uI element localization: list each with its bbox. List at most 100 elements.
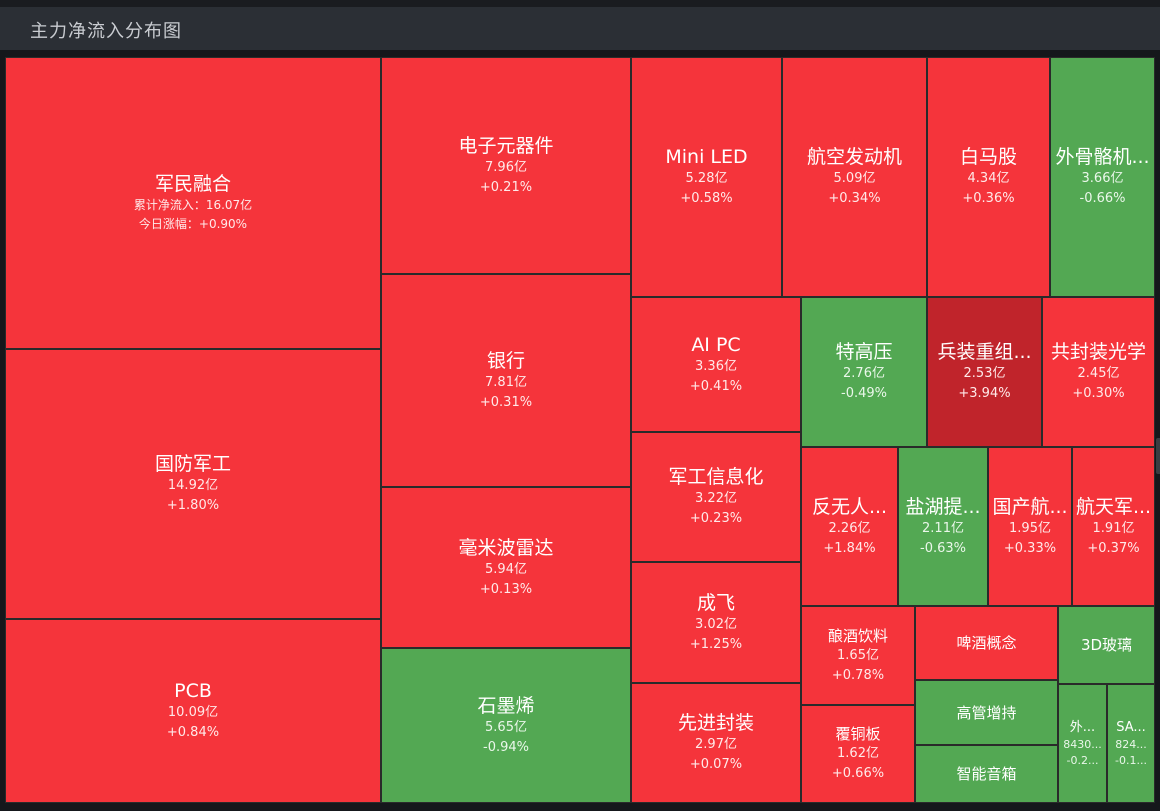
net-inflow-value: 14.92亿 — [167, 478, 219, 493]
treemap-tile[interactable]: 电子元器件 7.96亿 +0.21% — [381, 57, 631, 274]
treemap-tile[interactable]: 兵装重组... 2.53亿 +3.94% — [927, 297, 1042, 447]
treemap-tile[interactable]: 军工信息化 3.22亿 +0.23% — [631, 432, 801, 562]
sector-name: 智能音箱 — [956, 765, 1017, 783]
change-percent: +1.80% — [166, 498, 220, 513]
change-percent: +0.23% — [689, 511, 743, 526]
treemap-tile[interactable]: 军民融合 累计净流入：16.07亿 今日涨幅：+0.90% — [5, 57, 381, 349]
sector-name: 航天军... — [1075, 495, 1152, 518]
change-percent: -0.49% — [841, 386, 887, 401]
change-percent: +0.36% — [962, 191, 1015, 206]
sector-name: AI PC — [691, 333, 741, 356]
net-inflow-value: 2.11亿 — [922, 520, 964, 536]
sector-name: PCB — [174, 680, 212, 702]
sector-name: 盐湖提... — [905, 495, 981, 518]
change-percent: +0.37% — [1087, 540, 1140, 556]
change-percent: -0.1... — [1115, 753, 1147, 767]
change-percent: -0.94% — [483, 739, 529, 755]
treemap-tile[interactable]: 石墨烯 5.65亿 -0.94% — [381, 648, 631, 803]
sector-name: 外... — [1069, 719, 1096, 735]
sector-name: 覆铜板 — [835, 725, 881, 743]
panel-header: 主力净流入分布图 — [0, 0, 1160, 50]
net-inflow-value: 2.97亿 — [695, 737, 737, 752]
net-inflow-value: 1.62亿 — [837, 746, 879, 761]
treemap-tile[interactable]: 白马股 4.34亿 +0.36% — [927, 57, 1050, 297]
net-inflow-value: 5.94亿 — [485, 561, 527, 577]
sector-name: 先进封装 — [677, 712, 754, 734]
change-percent: +1.25% — [689, 636, 743, 652]
net-inflow-value: 1.65亿 — [837, 647, 879, 663]
sector-name: 毫米波雷达 — [458, 536, 554, 559]
treemap-tile[interactable]: 先进封装 2.97亿 +0.07% — [631, 683, 801, 803]
panel-title: 主力净流入分布图 — [30, 21, 182, 42]
change-percent: +0.07% — [689, 757, 743, 772]
sector-name: Mini LED — [665, 146, 748, 168]
net-inflow-value: 4.34亿 — [967, 171, 1010, 186]
sector-name: SA... — [1116, 719, 1146, 735]
treemap-tile[interactable]: 3D玻璃 — [1058, 606, 1155, 684]
change-percent: +0.30% — [1072, 386, 1125, 401]
change-percent: -0.2... — [1066, 753, 1099, 767]
scrollbar-handle[interactable] — [1156, 438, 1160, 474]
sector-name: 共封装光学 — [1050, 341, 1146, 363]
sector-name: 国产航... — [992, 495, 1068, 518]
treemap-tile[interactable]: SA... 824... -0.1... — [1107, 684, 1155, 803]
net-inflow-value: 3.22亿 — [695, 491, 737, 506]
net-inflow-value: 824... — [1115, 737, 1147, 751]
sector-name: 啤酒概念 — [956, 634, 1017, 652]
treemap-tile[interactable]: 啤酒概念 — [915, 606, 1058, 680]
treemap-tile[interactable]: 酿酒饮料 1.65亿 +0.78% — [801, 606, 915, 705]
treemap-tile[interactable]: 国产航... 1.95亿 +0.33% — [988, 447, 1072, 606]
sector-name: 银行 — [486, 349, 525, 372]
change-percent: -0.63% — [920, 540, 966, 556]
treemap-tile[interactable]: 共封装光学 2.45亿 +0.30% — [1042, 297, 1155, 447]
change-percent: +0.33% — [1003, 540, 1057, 556]
sector-name: 酿酒饮料 — [827, 626, 888, 645]
treemap-tile[interactable]: 智能音箱 — [915, 745, 1058, 803]
treemap-tile[interactable]: 航天军... 1.91亿 +0.37% — [1072, 447, 1155, 606]
treemap-tile[interactable]: 盐湖提... 2.11亿 -0.63% — [898, 447, 988, 606]
net-inflow-value: 7.81亿 — [485, 374, 527, 390]
net-inflow-value: 3.36亿 — [695, 358, 737, 374]
treemap-tile[interactable]: 航空发动机 5.09亿 +0.34% — [782, 57, 927, 297]
change-percent: +0.31% — [479, 394, 533, 410]
treemap-tile[interactable]: 毫米波雷达 5.94亿 +0.13% — [381, 487, 631, 648]
treemap-tile[interactable]: 银行 7.81亿 +0.31% — [381, 274, 631, 487]
sector-name: 特高压 — [835, 341, 893, 363]
net-inflow-value: 3.02亿 — [695, 616, 737, 632]
net-inflow-value: 5.09亿 — [833, 171, 876, 186]
net-inflow-value: 1.91亿 — [1092, 520, 1135, 536]
treemap-tile[interactable]: 高管增持 — [915, 680, 1058, 745]
net-inflow-value: 10.09亿 — [167, 705, 219, 720]
treemap-tile[interactable]: 成飞 3.02亿 +1.25% — [631, 562, 801, 683]
sector-name: 反无人... — [811, 495, 888, 518]
sector-name: 白马股 — [959, 146, 1017, 168]
treemap-tile[interactable]: AI PC 3.36亿 +0.41% — [631, 297, 801, 432]
treemap-tile[interactable]: PCB 10.09亿 +0.84% — [5, 619, 381, 803]
sector-name: 石墨烯 — [477, 694, 535, 717]
change-percent: +0.58% — [680, 191, 733, 206]
change-percent: +0.34% — [828, 191, 881, 206]
net-inflow-value: 2.53亿 — [963, 366, 1006, 381]
net-inflow-detail: 累计净流入：16.07亿 — [133, 198, 253, 212]
change-percent: +0.21% — [479, 179, 533, 195]
change-percent: +0.41% — [689, 378, 743, 394]
treemap-tile[interactable]: Mini LED 5.28亿 +0.58% — [631, 57, 782, 297]
sector-name: 兵装重组... — [937, 341, 1032, 363]
net-inflow-value: 2.45亿 — [1077, 366, 1120, 381]
net-inflow-value: 5.28亿 — [685, 171, 728, 186]
treemap-tile[interactable]: 覆铜板 1.62亿 +0.66% — [801, 705, 915, 803]
treemap: 军民融合 累计净流入：16.07亿 今日涨幅：+0.90% 国防军工 14.92亿 +1.… — [5, 57, 1155, 803]
treemap-tile[interactable]: 反无人... 2.26亿 +1.84% — [801, 447, 898, 606]
change-percent: -0.66% — [1079, 191, 1126, 206]
net-inflow-value: 2.26亿 — [828, 520, 871, 536]
net-inflow-value: 8430... — [1063, 737, 1102, 751]
sector-name: 3D玻璃 — [1080, 636, 1133, 654]
change-percent: +0.78% — [831, 667, 885, 683]
treemap-tile[interactable]: 国防军工 14.92亿 +1.80% — [5, 349, 381, 619]
treemap-tile[interactable]: 特高压 2.76亿 -0.49% — [801, 297, 927, 447]
treemap-tile[interactable]: 外骨骼机... 3.66亿 -0.66% — [1050, 57, 1155, 297]
sector-name: 成飞 — [696, 591, 735, 614]
net-inflow-value: 7.96亿 — [485, 159, 527, 175]
change-percent: +0.84% — [166, 725, 220, 740]
treemap-tile[interactable]: 外... 8430... -0.2... — [1058, 684, 1107, 803]
